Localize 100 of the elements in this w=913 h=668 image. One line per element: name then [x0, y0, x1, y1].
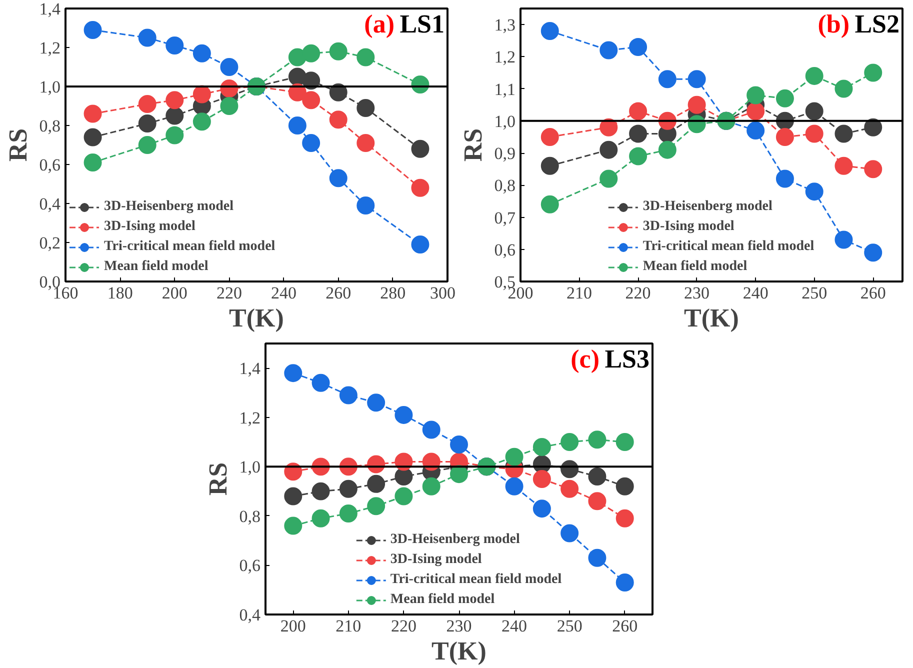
y-tick-label: 0,6	[494, 240, 516, 260]
point	[588, 430, 606, 449]
point	[302, 91, 320, 110]
point	[776, 89, 794, 108]
point	[411, 235, 430, 254]
x-tick-label: 200	[162, 284, 188, 302]
point	[84, 20, 102, 39]
point	[805, 66, 824, 85]
legend-label: Mean field model	[390, 592, 495, 608]
legend-label: 3D-Ising model	[642, 219, 734, 235]
x-tick-label: 220	[625, 284, 651, 302]
legend-label: Tri-critical mean field model	[390, 572, 562, 588]
point	[220, 58, 238, 76]
y-tick-label: 1,1	[494, 80, 516, 99]
y-tick-label: 0,8	[494, 176, 516, 196]
point	[834, 80, 853, 98]
x-tick-label: 240	[502, 616, 528, 636]
legend-label: Tri-critical mean field model	[642, 239, 814, 255]
point	[616, 509, 634, 528]
point	[284, 516, 302, 535]
x-tick-label: 250	[556, 616, 582, 636]
point	[805, 124, 824, 143]
y-tick-label: 1,4	[239, 359, 261, 378]
point	[834, 230, 853, 249]
point	[394, 468, 413, 486]
point	[805, 182, 824, 201]
y-tick-label: 0,6	[239, 556, 260, 576]
point	[339, 480, 358, 498]
point	[834, 156, 853, 175]
point	[339, 504, 358, 522]
point	[329, 42, 348, 60]
point	[329, 110, 348, 129]
annotation: LS2	[854, 10, 900, 38]
x-axis-title: T(K)	[432, 636, 486, 666]
annotation: LS1	[400, 10, 445, 38]
point	[864, 160, 882, 178]
y-tick-label: 1,0	[239, 458, 260, 477]
y-tick-label: 1,0	[39, 78, 60, 96]
x-tick-label: 210	[336, 616, 362, 636]
point	[367, 497, 386, 516]
point	[288, 116, 306, 134]
point	[84, 154, 102, 172]
y-tick-label: 1,2	[494, 48, 516, 67]
point	[84, 104, 102, 123]
y-tick-label: 0,7	[494, 208, 516, 228]
point	[560, 524, 579, 542]
point	[312, 374, 330, 392]
point	[629, 147, 648, 166]
y-tick-label: 0,6	[39, 156, 60, 174]
point	[166, 36, 184, 55]
x-axis-title: T(K)	[684, 304, 739, 332]
y-axis-title: RS	[458, 128, 488, 162]
legend-label: 3D-Ising model	[390, 552, 482, 568]
legend-label: Mean field model	[104, 259, 208, 275]
point	[394, 487, 413, 506]
point	[329, 169, 348, 188]
y-axis-title: RS	[203, 462, 232, 496]
y-tick-label: 1,3	[494, 16, 516, 35]
point	[505, 477, 524, 496]
point	[138, 95, 156, 114]
point	[192, 44, 211, 62]
point	[138, 28, 156, 47]
point	[411, 140, 430, 158]
y-axis-title: RS	[3, 128, 32, 162]
point	[532, 438, 551, 456]
point	[302, 134, 320, 152]
point	[600, 118, 618, 136]
point	[284, 487, 302, 506]
point	[600, 140, 618, 159]
point	[450, 465, 468, 484]
y-tick-label: 1,2	[239, 408, 260, 428]
point	[166, 91, 184, 110]
point	[540, 22, 559, 40]
point	[450, 436, 468, 454]
x-tick-label: 250	[802, 284, 828, 302]
point	[600, 41, 618, 60]
point	[834, 124, 853, 143]
point	[192, 112, 211, 131]
point	[629, 102, 648, 120]
legend-label: Mean field model	[642, 259, 748, 275]
point	[422, 420, 440, 439]
point	[600, 170, 618, 188]
point	[588, 548, 606, 567]
point	[540, 128, 559, 146]
point	[138, 114, 156, 133]
point	[629, 38, 648, 56]
y-tick-label: 1,4	[39, 0, 61, 18]
annotation: LS3	[604, 344, 650, 374]
x-tick-label: 230	[684, 284, 710, 302]
point	[658, 70, 676, 88]
x-tick-label: 180	[107, 284, 133, 302]
y-tick-label: 1,0	[494, 112, 516, 131]
x-tick-label: 230	[446, 616, 472, 636]
annotation: (a)	[364, 10, 395, 38]
x-tick-label: 210	[566, 284, 592, 302]
point	[616, 433, 634, 452]
point	[367, 474, 386, 493]
y-tick-label: 0,2	[39, 234, 60, 252]
point	[629, 124, 648, 143]
point	[560, 480, 579, 498]
